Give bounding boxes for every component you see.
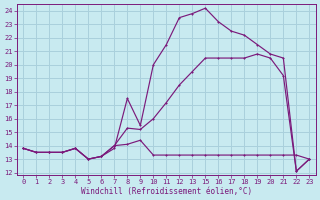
X-axis label: Windchill (Refroidissement éolien,°C): Windchill (Refroidissement éolien,°C) [81, 187, 252, 196]
